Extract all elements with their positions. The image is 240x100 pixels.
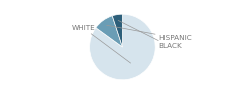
Text: WHITE: WHITE <box>72 25 131 63</box>
Wedge shape <box>112 14 122 47</box>
Text: BLACK: BLACK <box>118 20 182 49</box>
Wedge shape <box>96 16 122 47</box>
Wedge shape <box>90 14 155 80</box>
Text: HISPANIC: HISPANIC <box>107 25 192 41</box>
